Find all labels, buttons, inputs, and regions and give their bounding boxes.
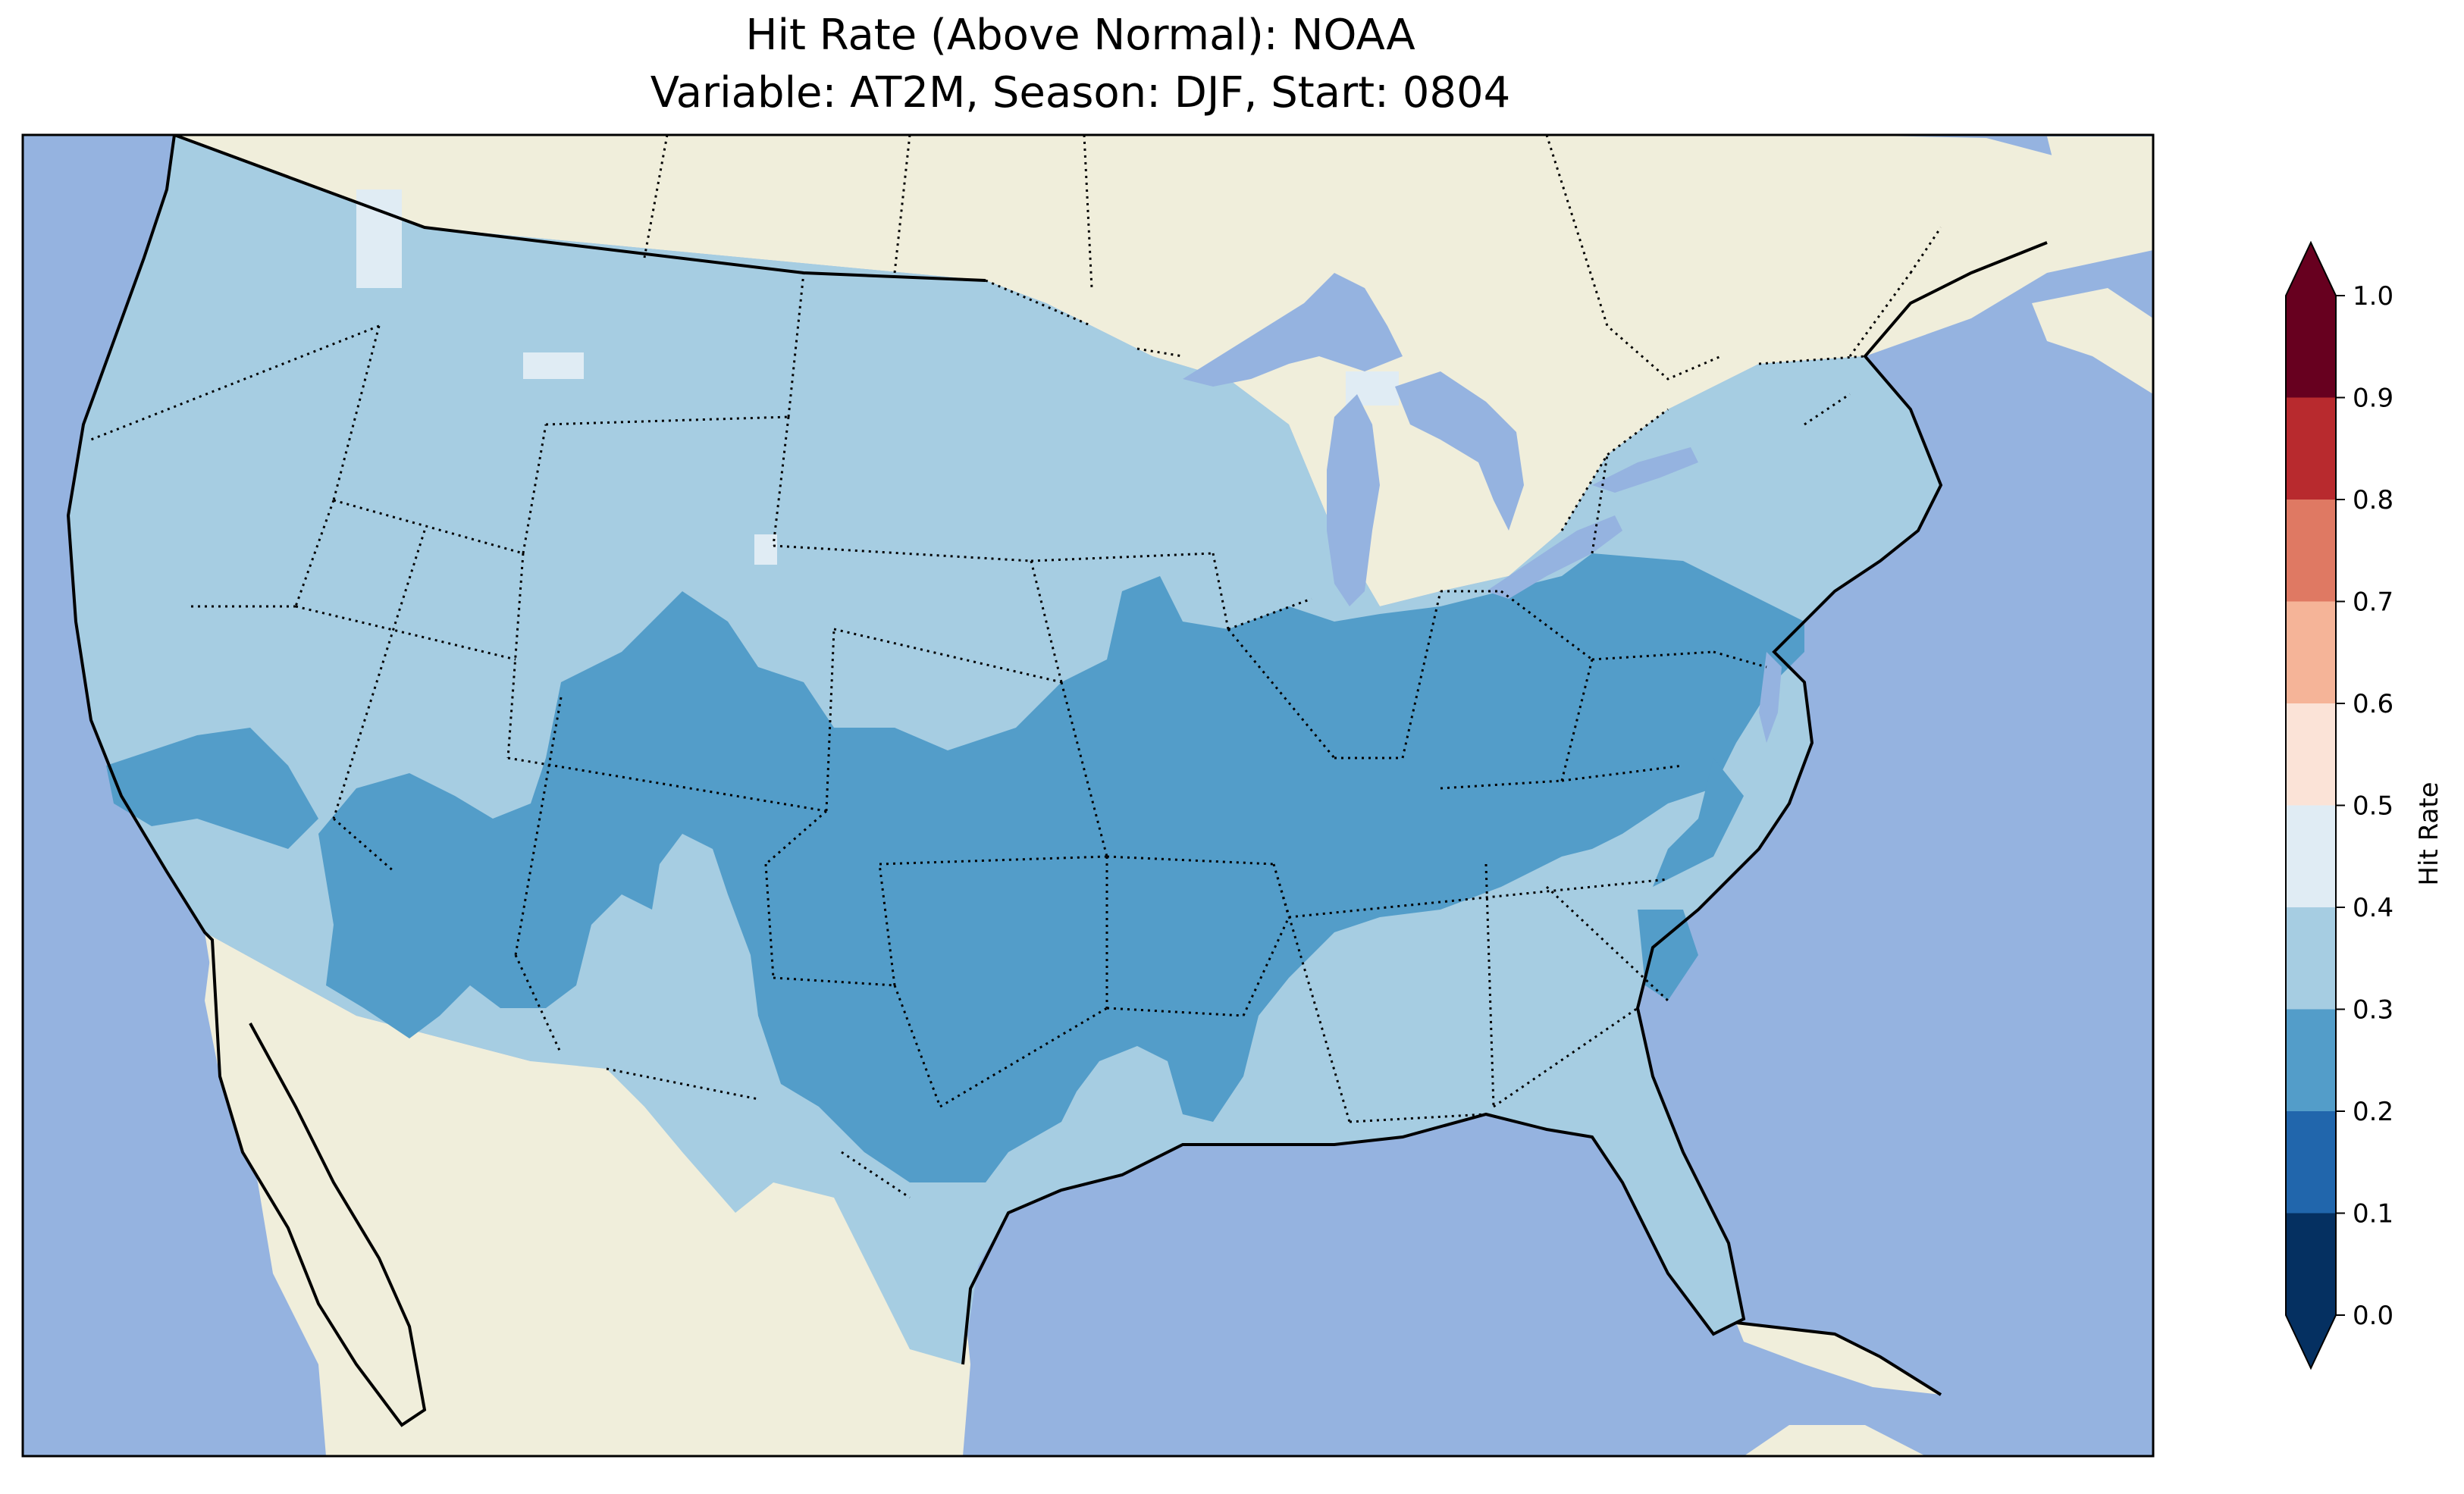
newfoundland-land bbox=[2047, 136, 2153, 250]
colorbar-tick-label: 1.0 bbox=[2353, 281, 2393, 312]
colorbar-tick-label: 0.0 bbox=[2353, 1301, 2393, 1331]
colorbar-block bbox=[2286, 1213, 2336, 1315]
gulf-coastline bbox=[961, 241, 2048, 1365]
colorbar-block bbox=[2286, 397, 2336, 500]
colorbar-tick-label: 0.3 bbox=[2353, 995, 2393, 1026]
hit-rate-zone-0.2-0.3-central bbox=[318, 553, 1804, 1182]
colorbar-tick-label: 0.6 bbox=[2353, 689, 2393, 719]
yucatan-land bbox=[1744, 1425, 1926, 1456]
colorbar-tick-label: 0.2 bbox=[2353, 1097, 2393, 1127]
us-west-coastline bbox=[66, 135, 427, 1427]
map-title-line2: Variable: AT2M, Season: DJF, Start: 0804 bbox=[650, 68, 1511, 117]
colorbar-tick-label: 0.9 bbox=[2353, 384, 2393, 414]
hit-rate-zone-0.2-0.3-carolinas bbox=[1653, 758, 1744, 887]
colorbar-block bbox=[2286, 703, 2336, 806]
colorbar-tick-label: 0.5 bbox=[2353, 791, 2393, 822]
hit-rate-zone-0.4-0.5-montana bbox=[523, 352, 584, 379]
colorbar-ticks: 0.0 0.1 0.2 0.3 0.4 0.5 0.6 0.7 0.8 0.9 1.0 bbox=[2336, 281, 2393, 1331]
lake-ontario bbox=[1592, 447, 1698, 493]
maritimes-land bbox=[2032, 288, 2153, 394]
lake-superior bbox=[1183, 273, 1403, 387]
baja-land bbox=[205, 940, 425, 1425]
canada-land bbox=[174, 135, 2153, 606]
colorbar-blocks bbox=[2285, 240, 2337, 1370]
international-borders bbox=[606, 135, 1942, 1199]
colorbar-extend-min bbox=[2286, 1315, 2336, 1368]
colorbar-block bbox=[2286, 805, 2336, 907]
state-border-lines bbox=[90, 272, 1851, 1123]
colorbar-block bbox=[2286, 500, 2336, 602]
lake-huron bbox=[1395, 371, 1524, 531]
colorbar-tick-label: 0.8 bbox=[2353, 485, 2393, 515]
colorbar-extend-max bbox=[2286, 243, 2336, 296]
lake-michigan bbox=[1327, 394, 1380, 606]
cuba-coastline bbox=[1735, 1321, 1942, 1396]
cuba-land bbox=[1736, 1323, 1941, 1395]
hit-rate-zone-0.2-0.3-california bbox=[106, 728, 318, 849]
map-title-line1: Hit Rate (Above Normal): NOAA bbox=[745, 11, 1415, 60]
lake-erie bbox=[1486, 515, 1622, 599]
colorbar-block bbox=[2286, 601, 2336, 703]
us-canada-border bbox=[174, 135, 986, 282]
colorbar-block bbox=[2286, 1111, 2336, 1214]
map-frame bbox=[21, 133, 2155, 1458]
hit-rate-zone-0.2-0.3-georgia bbox=[1638, 910, 1698, 1001]
chesapeake-bay bbox=[1759, 652, 1782, 743]
colorbar-tick-label: 0.4 bbox=[2353, 893, 2393, 923]
colorbar-label: Hit Rate bbox=[2414, 781, 2444, 885]
colorbar-block bbox=[2286, 1009, 2336, 1111]
colorbar-block bbox=[2286, 907, 2336, 1010]
colorbar-tick-label: 0.1 bbox=[2353, 1199, 2393, 1229]
colorbar-tick-label: 0.7 bbox=[2353, 587, 2393, 618]
colorbar-block bbox=[2286, 296, 2336, 398]
